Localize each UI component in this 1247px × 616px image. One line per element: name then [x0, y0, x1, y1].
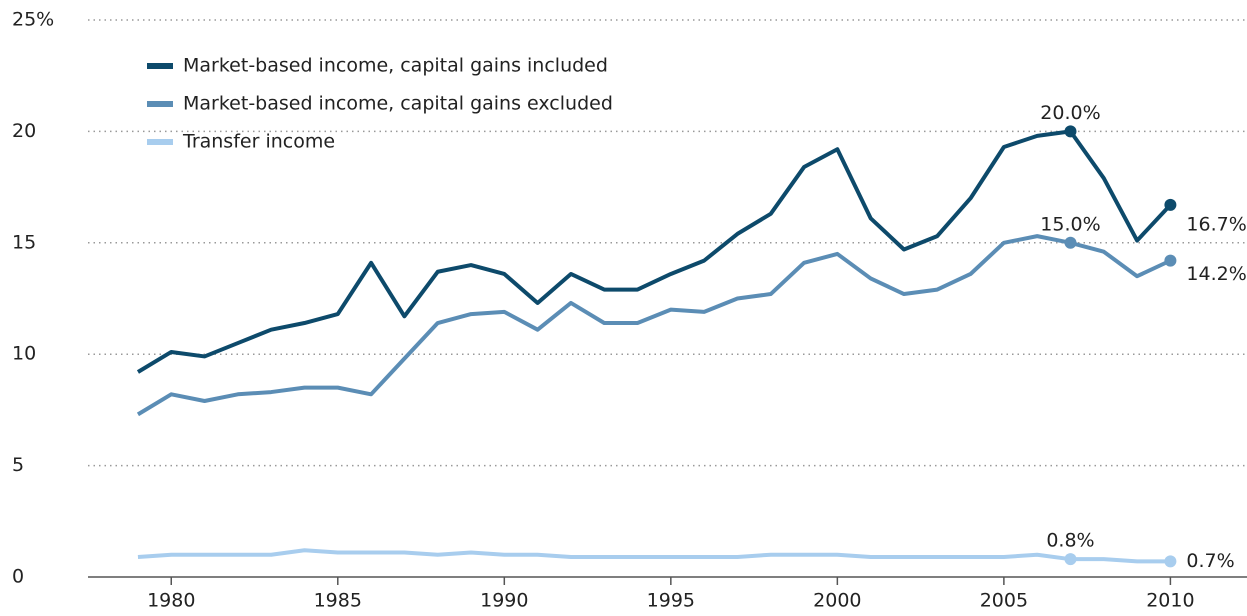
point-marker: [1164, 198, 1177, 211]
y-tick-label: 15: [12, 231, 36, 253]
legend-label: Market-based income, capital gains inclu…: [183, 55, 608, 77]
point-label: 20.0%: [1040, 102, 1100, 124]
point-label: 14.2%: [1186, 263, 1246, 285]
series-line: [137, 548, 1171, 564]
point-marker: [1064, 553, 1077, 566]
y-tick-label: 0: [12, 566, 24, 588]
point-label: 0.7%: [1186, 550, 1234, 572]
y-tick-label: 10: [12, 343, 36, 365]
legend-label: Market-based income, capital gains exclu…: [183, 93, 613, 115]
point-marker: [1064, 125, 1077, 138]
x-tick-label: 2010: [1146, 590, 1194, 612]
point-marker: [1164, 555, 1177, 568]
point-marker: [1164, 254, 1177, 267]
y-tick-label: 5: [12, 454, 24, 476]
point-marker: [1064, 236, 1077, 249]
point-label: 16.7%: [1186, 213, 1246, 235]
y-tick-label: 20: [12, 120, 36, 142]
x-tick-label: 2005: [980, 590, 1028, 612]
x-tick-label: 1995: [647, 590, 695, 612]
series-line: [136, 234, 1172, 417]
x-tick-label: 1990: [480, 590, 528, 612]
x-tick-label: 1980: [147, 590, 195, 612]
x-tick-label: 2000: [813, 590, 861, 612]
x-tick-label: 1985: [314, 590, 362, 612]
point-label: 15.0%: [1040, 213, 1100, 235]
point-label: 0.8%: [1046, 530, 1094, 552]
series-line: [136, 129, 1172, 374]
y-tick-label: 25%: [12, 9, 54, 31]
legend-label: Transfer income: [182, 131, 335, 153]
